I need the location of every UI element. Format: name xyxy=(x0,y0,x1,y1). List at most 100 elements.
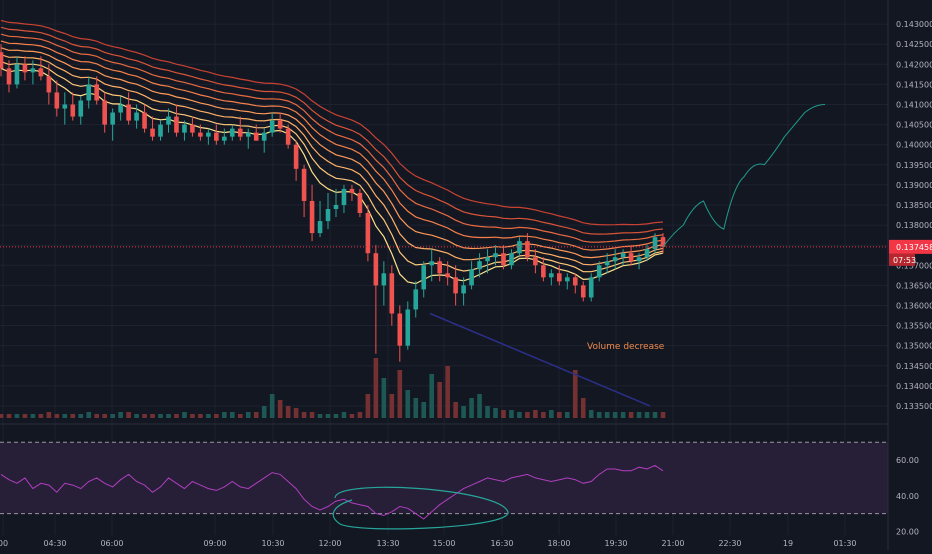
candle xyxy=(126,92,131,125)
candle xyxy=(604,253,610,274)
candle-body xyxy=(373,253,379,286)
candle xyxy=(301,164,307,218)
candle xyxy=(38,56,44,81)
candle-body xyxy=(557,273,562,282)
candle xyxy=(525,233,530,262)
volume-bar xyxy=(230,412,235,418)
candle xyxy=(237,116,243,141)
volume-bar xyxy=(357,412,363,418)
candle-body xyxy=(158,124,163,137)
ribbon-line-2 xyxy=(0,60,664,273)
candle xyxy=(198,124,203,141)
price-tick-label: 0.138500 xyxy=(896,201,932,210)
volume-bar xyxy=(636,412,642,418)
candle-body xyxy=(357,192,363,214)
volume-bar xyxy=(150,414,155,418)
candle xyxy=(533,249,538,274)
price-tick-label: 0.141500 xyxy=(896,80,932,89)
candle xyxy=(78,96,84,125)
candle-body xyxy=(174,116,179,133)
time-tick-label: 06:00 xyxy=(100,539,123,548)
time-tick-label: 16:30 xyxy=(490,539,513,548)
candle-body xyxy=(628,253,634,262)
volume-bar xyxy=(94,414,100,418)
candle-body xyxy=(644,249,650,258)
volume-bar xyxy=(222,412,227,418)
volume-bar xyxy=(0,414,4,418)
volume-bar xyxy=(381,378,387,418)
candle-body xyxy=(253,132,259,141)
candle xyxy=(253,124,259,141)
candle-body xyxy=(269,120,275,133)
time-tick-label: 19 xyxy=(783,539,793,548)
candle xyxy=(541,257,546,282)
volume-bar xyxy=(54,414,60,418)
candle-body xyxy=(206,132,211,137)
volume-bar xyxy=(253,412,259,418)
volume-bar xyxy=(6,414,12,418)
volume-bar xyxy=(78,414,84,418)
volume-bar xyxy=(421,402,427,418)
candle xyxy=(501,245,506,270)
candle xyxy=(564,273,570,290)
volume-bar xyxy=(118,412,123,418)
ribbon-line-7 xyxy=(0,26,664,235)
candle xyxy=(142,104,147,133)
ma-ribbon xyxy=(0,19,664,285)
candle-body xyxy=(469,269,474,286)
candle-body xyxy=(285,128,291,145)
candle-body xyxy=(261,132,267,141)
candle xyxy=(94,76,100,105)
candle xyxy=(349,184,355,201)
volume-annotation[interactable]: Volume decrease xyxy=(587,342,665,352)
candle-body xyxy=(341,188,347,205)
price-tick-label: 0.142500 xyxy=(896,40,932,49)
volume-bar xyxy=(198,414,203,418)
candle xyxy=(134,104,139,129)
candle xyxy=(222,128,227,145)
candle-body xyxy=(437,261,442,274)
volume-bar xyxy=(509,410,514,418)
candle xyxy=(405,301,411,350)
projection-path xyxy=(662,104,826,248)
volume-bar xyxy=(166,414,171,418)
volume-bar xyxy=(397,370,403,418)
price-tick-label: 0.141000 xyxy=(896,101,932,110)
candle xyxy=(509,249,514,270)
last-price-label[interactable]: 0.137458 xyxy=(896,243,932,252)
candle-body xyxy=(541,265,546,278)
candle-body xyxy=(6,68,12,85)
volume-bar xyxy=(70,414,76,418)
candle-body xyxy=(166,116,171,125)
volume-bar xyxy=(660,412,666,418)
last-price-badge[interactable] xyxy=(889,239,932,254)
candle-body xyxy=(461,285,466,294)
candle xyxy=(588,273,594,302)
candle xyxy=(6,60,12,93)
volume-bar xyxy=(22,414,28,418)
price-tick-label: 0.140500 xyxy=(896,121,932,130)
candle-body xyxy=(572,277,578,286)
candle-body xyxy=(70,104,76,117)
candles xyxy=(0,44,666,362)
volume-bar xyxy=(333,414,339,418)
candle-body xyxy=(349,188,355,193)
candle-body xyxy=(22,64,28,73)
candle-body xyxy=(612,257,618,262)
candle-body xyxy=(421,265,427,290)
candle-body xyxy=(604,261,610,266)
candle xyxy=(620,249,626,266)
candle-body xyxy=(78,100,84,117)
volume-bar xyxy=(644,412,650,418)
volume-bar xyxy=(301,412,307,418)
candle xyxy=(70,92,76,121)
volume-bar xyxy=(206,414,211,418)
volume-bar xyxy=(237,414,243,418)
candle-body xyxy=(0,52,4,69)
candle-body xyxy=(134,112,139,121)
volume-bar xyxy=(14,414,20,418)
volume-bar xyxy=(62,414,68,418)
rsi-highlight-drawing xyxy=(332,486,509,530)
candle xyxy=(110,108,115,141)
